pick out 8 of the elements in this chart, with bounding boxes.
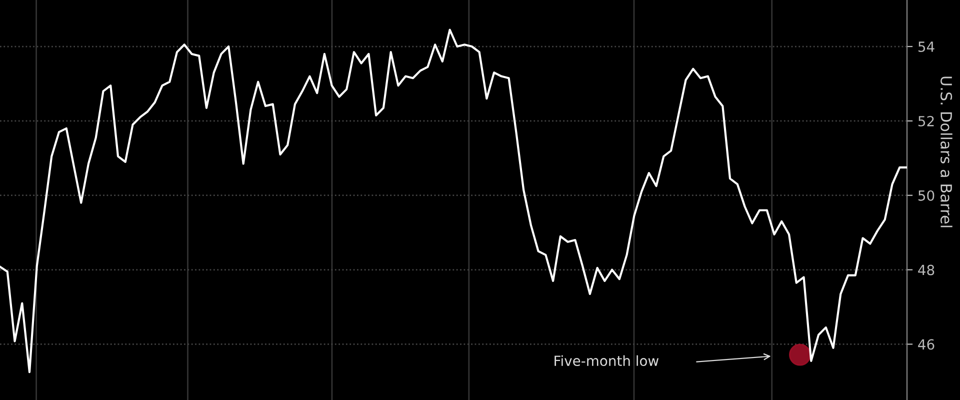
y-tick-label: 50 xyxy=(918,190,934,201)
line-series xyxy=(0,28,907,374)
annotation: Five-month low xyxy=(554,355,659,366)
y-tick-label: 52 xyxy=(918,116,934,126)
y-tick-label: 54 xyxy=(918,42,934,52)
y-tick-label: 46 xyxy=(918,339,934,350)
y-tick-label: 48 xyxy=(918,264,934,276)
y-axis-title: U.S. Dollars a Barrel xyxy=(940,76,952,228)
